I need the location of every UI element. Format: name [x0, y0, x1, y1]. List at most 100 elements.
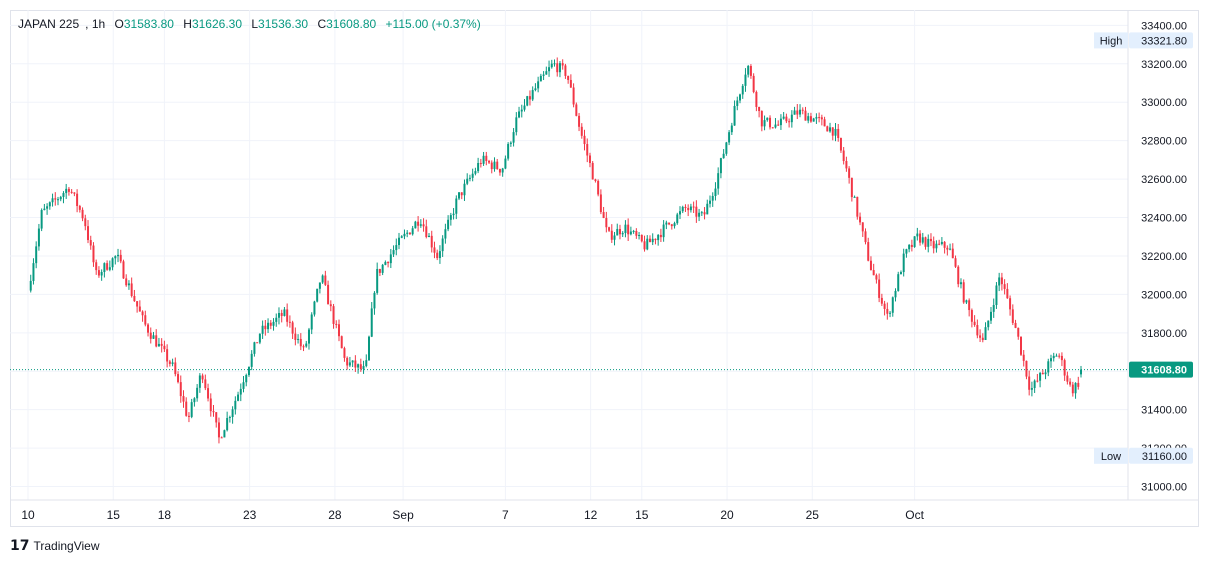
- candle-body: [818, 117, 821, 119]
- brand-name: TradingView: [33, 539, 100, 553]
- candle-body: [959, 282, 962, 285]
- candle-body: [160, 343, 163, 346]
- candle-body: [902, 253, 905, 273]
- candle-body: [343, 348, 346, 358]
- candle-body: [646, 238, 649, 250]
- candle-body: [111, 258, 114, 268]
- candle-body: [48, 202, 51, 207]
- candle-body: [302, 346, 305, 348]
- candle-body: [627, 224, 630, 235]
- candle-body: [831, 127, 834, 136]
- candle-body: [204, 379, 207, 389]
- time-axis[interactable]: 10 15 18 23 28 Sep 7 12 15 20 25 Oct: [21, 508, 924, 522]
- candle-body: [84, 218, 87, 227]
- candle-body: [220, 437, 223, 439]
- candle-body: [76, 193, 79, 207]
- candle-body: [515, 117, 518, 133]
- candle-body: [989, 311, 992, 321]
- candle-body: [801, 109, 804, 111]
- watermark[interactable]: 17 TradingView: [10, 538, 100, 554]
- candle-body: [992, 304, 995, 312]
- candle-body: [272, 321, 275, 326]
- candle-body: [717, 173, 720, 189]
- candle-body: [940, 241, 943, 245]
- candle-body: [419, 224, 422, 226]
- chart-frame: [10, 10, 1199, 527]
- symbol-name[interactable]: JAPAN 225: [18, 17, 80, 31]
- candle-body: [839, 138, 842, 151]
- candle-body: [269, 322, 272, 326]
- price-tick-label: 31000.00: [1141, 482, 1187, 494]
- candle-body: [946, 247, 949, 250]
- candle-body: [586, 144, 589, 156]
- candle-body: [318, 282, 321, 289]
- candle-body: [365, 360, 368, 367]
- candle-body: [346, 357, 349, 366]
- candle-body: [507, 143, 510, 159]
- candle-body: [793, 110, 796, 115]
- candle-body: [1069, 381, 1072, 385]
- candle-body: [368, 336, 370, 361]
- candle-body: [392, 250, 395, 255]
- candle-body: [861, 222, 864, 232]
- candle-body: [572, 87, 575, 105]
- interval[interactable]: 1h: [91, 17, 106, 31]
- candle-body: [471, 173, 474, 178]
- candle-body: [853, 196, 856, 198]
- candle-body: [438, 251, 441, 259]
- candle-body: [752, 75, 755, 92]
- candle-body: [127, 283, 130, 286]
- tradingview-logo-icon: 17: [10, 538, 30, 554]
- candle-body: [739, 94, 742, 101]
- candle-body: [725, 142, 728, 154]
- candle-body: [201, 375, 204, 380]
- candle-body: [168, 361, 171, 364]
- candle-body: [335, 323, 338, 325]
- candle-body: [733, 105, 736, 126]
- candle-body: [763, 120, 766, 127]
- candle-body: [136, 301, 139, 307]
- candle-body: [719, 158, 722, 174]
- candle-body: [558, 63, 561, 73]
- candle-body: [509, 142, 512, 144]
- candle-body: [277, 313, 280, 318]
- candle-body: [1017, 327, 1020, 337]
- candle-body: [766, 117, 769, 121]
- candle-body: [327, 284, 330, 305]
- price-axis[interactable]: 31000.0031200.0031400.0031600.0031800.00…: [1141, 20, 1187, 493]
- candle-body: [624, 224, 627, 234]
- candle-body: [954, 258, 957, 267]
- price-markers: High 33321.80 Low 31160.00 31608.80: [1094, 32, 1193, 464]
- candle-body: [381, 264, 384, 273]
- price-tick-label: 33200.00: [1141, 59, 1187, 71]
- candle-body: [70, 191, 73, 193]
- candle-body: [777, 124, 780, 126]
- time-tick-label: Oct: [905, 508, 924, 522]
- candle-body: [670, 224, 673, 227]
- time-tick-label: 23: [243, 508, 257, 522]
- candle-body: [648, 238, 651, 243]
- candle-body: [973, 321, 976, 326]
- candle-body: [43, 208, 46, 211]
- price-tick-label: 33000.00: [1141, 97, 1187, 109]
- candle-body: [829, 127, 832, 132]
- price-tick-label: 33400.00: [1141, 20, 1187, 32]
- candle-body: [921, 237, 924, 243]
- candle-body: [618, 228, 621, 235]
- candle-body: [226, 418, 229, 431]
- candle-body: [875, 275, 878, 280]
- candle-body: [580, 126, 583, 136]
- candle-body: [398, 237, 401, 246]
- candle-body: [103, 263, 106, 273]
- candle-body: [40, 210, 43, 229]
- candle-body: [848, 168, 851, 178]
- candle-body: [215, 412, 218, 423]
- candle-body: [629, 231, 632, 235]
- candle-body: [286, 309, 289, 322]
- candle-body: [261, 325, 264, 334]
- candle-body: [548, 67, 551, 72]
- candle-body: [613, 235, 616, 240]
- candle-body: [258, 333, 261, 343]
- candle-body: [569, 79, 572, 88]
